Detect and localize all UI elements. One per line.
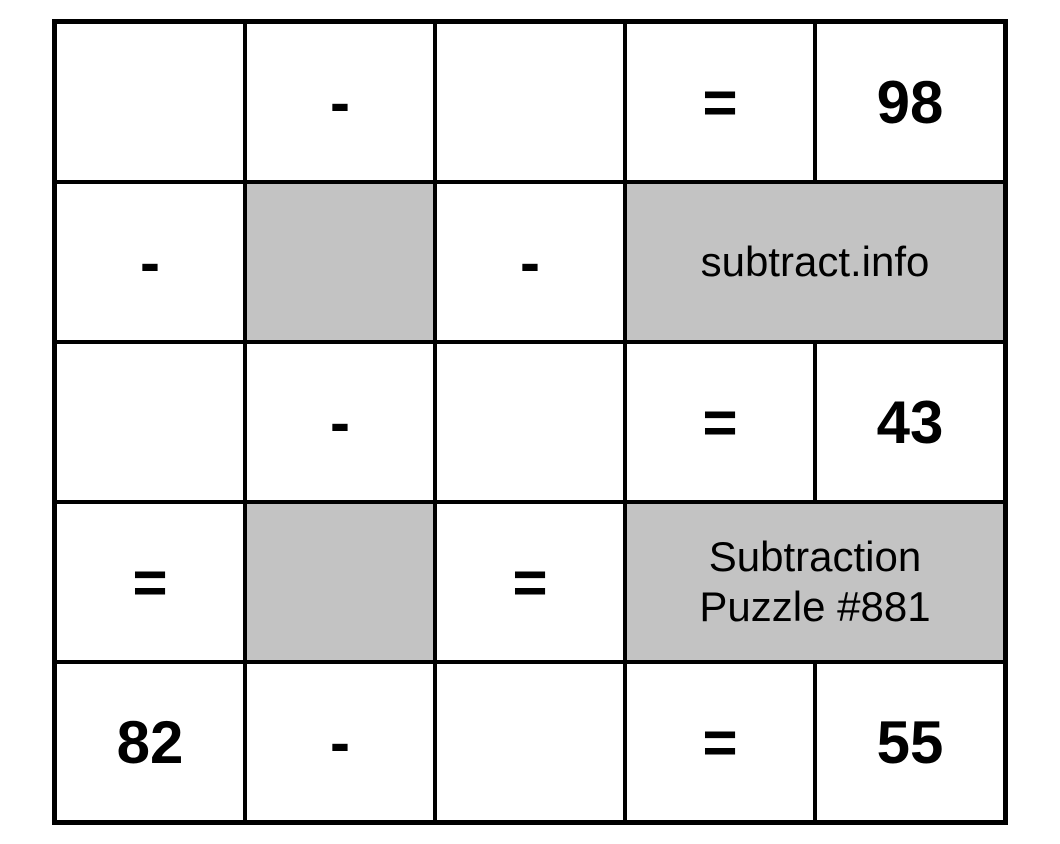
subtraction-puzzle-grid: - = 98 - - subtract.info - = 43 = = Subt… [52,19,1008,825]
puzzle-row-4: 82 - = 55 [55,662,1005,822]
puzzle-row-1: - - subtract.info [55,182,1005,342]
cell-r1c0-operator: - [55,182,245,342]
cell-r4c4-value: 55 [815,662,1005,822]
puzzle-row-3: = = Subtraction Puzzle #881 [55,502,1005,662]
puzzle-row-0: - = 98 [55,22,1005,182]
cell-r3c2-equals: = [435,502,625,662]
cell-r1c1-shaded [245,182,435,342]
puzzle-row-2: - = 43 [55,342,1005,502]
cell-r3c1-shaded [245,502,435,662]
cell-r2c2-blank[interactable] [435,342,625,502]
cell-r0c3-equals: = [625,22,815,182]
cell-r2c4-value: 43 [815,342,1005,502]
cell-r4c0-value: 82 [55,662,245,822]
cell-r0c0-blank[interactable] [55,22,245,182]
cell-r4c3-equals: = [625,662,815,822]
cell-r0c1-operator: - [245,22,435,182]
cell-r2c0-blank[interactable] [55,342,245,502]
cell-r3c0-equals: = [55,502,245,662]
cell-r4c2-blank[interactable] [435,662,625,822]
cell-r2c1-operator: - [245,342,435,502]
cell-r2c3-equals: = [625,342,815,502]
cell-r1c2-operator: - [435,182,625,342]
cell-r1-merged-source: subtract.info [625,182,1005,342]
cell-r4c1-operator: - [245,662,435,822]
cell-r0c2-blank[interactable] [435,22,625,182]
cell-r0c4-value: 98 [815,22,1005,182]
cell-r3-merged-title: Subtraction Puzzle #881 [625,502,1005,662]
